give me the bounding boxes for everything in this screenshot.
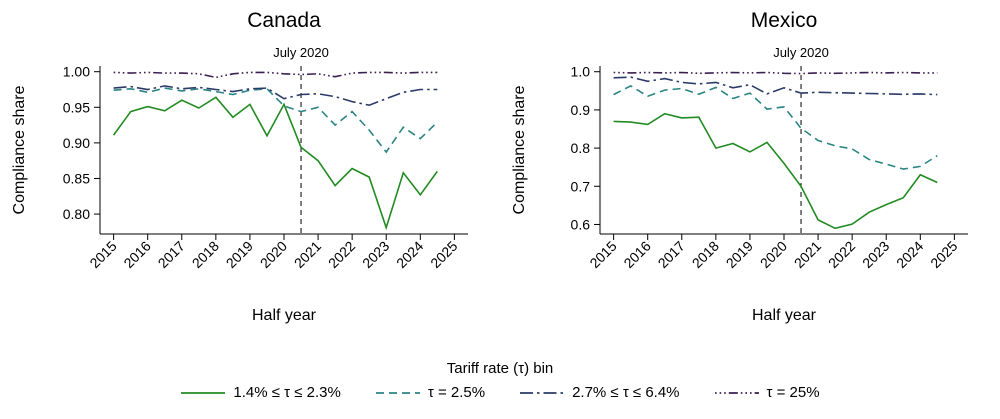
legend-items: 1.4% ≤ τ ≤ 2.3% τ = 2.5% 2.7% ≤ τ ≤ 6.4% τ … bbox=[0, 384, 1000, 401]
x-tick-label-group: 2025 bbox=[427, 238, 460, 271]
x-tick-label: 2021 bbox=[291, 238, 324, 271]
x-tick-label-group: 2019 bbox=[723, 238, 756, 271]
x-tick-label-group: 2018 bbox=[189, 238, 222, 271]
y-axis-title: Compliance share bbox=[511, 85, 528, 214]
x-tick-label: 2025 bbox=[927, 238, 960, 271]
x-tick-label: 2020 bbox=[757, 238, 790, 271]
legend-label: τ = 2.5% bbox=[427, 384, 486, 401]
x-tick-label: 2021 bbox=[791, 238, 824, 271]
x-axis-title: Half year bbox=[752, 307, 817, 324]
x-tick-label: 2016 bbox=[120, 238, 153, 271]
vline-label: July 2020 bbox=[273, 45, 329, 60]
series-line-3 bbox=[113, 71, 438, 79]
y-tick-label: 1.0 bbox=[571, 64, 591, 80]
y-tick-label: 0.8 bbox=[571, 140, 591, 156]
series-line-3 bbox=[613, 71, 938, 75]
legend-line-sample bbox=[520, 391, 565, 394]
x-tick-label-group: 2017 bbox=[655, 238, 688, 271]
y-tick-label: 0.6 bbox=[571, 216, 591, 232]
panel-title-mexico: Mexico bbox=[750, 9, 818, 32]
x-axis-title: Half year bbox=[252, 307, 317, 324]
x-tick-label-group: 2016 bbox=[620, 238, 653, 271]
x-tick-label: 2024 bbox=[893, 238, 926, 271]
legend-item-1: τ = 2.5% bbox=[375, 384, 485, 401]
legend-line-sample bbox=[375, 391, 420, 394]
x-tick-label: 2017 bbox=[155, 238, 188, 271]
panel-canada: Canada 0.80 0.85 0.90 0.95 1.00 2015 2016 2017 2… bbox=[4, 6, 496, 336]
x-tick-label-group: 2023 bbox=[859, 238, 892, 271]
y-axis-title: Compliance share bbox=[11, 85, 28, 214]
x-tick-label: 2023 bbox=[359, 238, 392, 271]
x-tick-label: 2022 bbox=[325, 238, 358, 271]
legend-line-sample bbox=[181, 391, 226, 394]
axes bbox=[94, 66, 468, 240]
y-tick-label: 0.90 bbox=[63, 135, 90, 151]
x-tick-label-group: 2022 bbox=[325, 238, 358, 271]
panel-mexico: Mexico 0.6 0.7 0.8 0.9 1.0 2015 2016 2017 2018 20… bbox=[504, 6, 996, 336]
x-tick-label: 2022 bbox=[825, 238, 858, 271]
x-tick-label-group: 2015 bbox=[586, 238, 619, 271]
canada-line-chart: 0.80 0.85 0.90 0.95 1.00 2015 2016 2017 2018 2019… bbox=[11, 45, 468, 324]
x-tick-label: 2015 bbox=[586, 238, 619, 271]
x-tick-label-group: 2017 bbox=[155, 238, 188, 271]
x-tick-label-group: 2015 bbox=[86, 238, 119, 271]
vline-label: July 2020 bbox=[773, 45, 829, 60]
x-tick-label-group: 2018 bbox=[689, 238, 722, 271]
x-tick-label-group: 2024 bbox=[393, 238, 426, 271]
legend-item-0: 1.4% ≤ τ ≤ 2.3% bbox=[180, 384, 341, 401]
legend-label: 2.7% ≤ τ ≤ 6.4% bbox=[572, 384, 680, 401]
series-line-0 bbox=[613, 112, 938, 230]
legend-title: Tariff rate (τ) bin bbox=[446, 360, 554, 377]
series-line-0 bbox=[112, 96, 438, 231]
y-tick-label: 0.85 bbox=[63, 170, 90, 186]
legend: Tariff rate (τ) bin 1.4% ≤ τ ≤ 2.3% τ = 2… bbox=[0, 360, 1000, 401]
x-tick-label-group: 2021 bbox=[791, 238, 824, 271]
x-tick-label: 2023 bbox=[859, 238, 892, 271]
x-tick-label-group: 2022 bbox=[825, 238, 858, 271]
x-tick-label: 2024 bbox=[393, 238, 426, 271]
y-tick-label: 0.80 bbox=[63, 206, 90, 222]
panel-title-canada: Canada bbox=[247, 9, 321, 32]
x-tick-label: 2017 bbox=[655, 238, 688, 271]
x-tick-label: 2019 bbox=[723, 238, 756, 271]
x-tick-label: 2018 bbox=[189, 238, 222, 271]
legend-item-2: 2.7% ≤ τ ≤ 6.4% bbox=[519, 384, 680, 401]
x-tick-label-group: 2023 bbox=[359, 238, 392, 271]
x-tick-label-group: 2019 bbox=[223, 238, 256, 271]
x-tick-label-group: 2016 bbox=[120, 238, 153, 271]
axes bbox=[594, 66, 968, 240]
x-tick-label: 2016 bbox=[620, 238, 653, 271]
y-tick-label: 0.9 bbox=[571, 102, 591, 118]
x-tick-label: 2020 bbox=[257, 238, 290, 271]
y-tick-label: 0.7 bbox=[571, 178, 591, 194]
y-tick-label: 0.95 bbox=[63, 99, 90, 115]
series-line-1 bbox=[113, 87, 438, 154]
x-tick-label-group: 2020 bbox=[757, 238, 790, 271]
legend-item-3: τ = 25% bbox=[714, 384, 820, 401]
series-line-1 bbox=[613, 84, 938, 170]
x-tick-label-group: 2020 bbox=[257, 238, 290, 271]
y-tick-label: 1.00 bbox=[63, 64, 90, 80]
series-line-2 bbox=[113, 85, 438, 107]
legend-line-sample bbox=[714, 391, 759, 394]
x-tick-label-group: 2021 bbox=[291, 238, 324, 271]
x-tick-label: 2015 bbox=[86, 238, 119, 271]
x-tick-label: 2018 bbox=[689, 238, 722, 271]
x-tick-label: 2019 bbox=[223, 238, 256, 271]
legend-label: τ = 25% bbox=[766, 384, 820, 401]
legend-label: 1.4% ≤ τ ≤ 2.3% bbox=[233, 384, 341, 401]
x-tick-label-group: 2024 bbox=[893, 238, 926, 271]
x-tick-label-group: 2025 bbox=[927, 238, 960, 271]
series-line-2 bbox=[613, 76, 938, 96]
charts-row: Canada 0.80 0.85 0.90 0.95 1.00 2015 2016 2017 2… bbox=[0, 6, 1000, 336]
x-tick-label: 2025 bbox=[427, 238, 460, 271]
